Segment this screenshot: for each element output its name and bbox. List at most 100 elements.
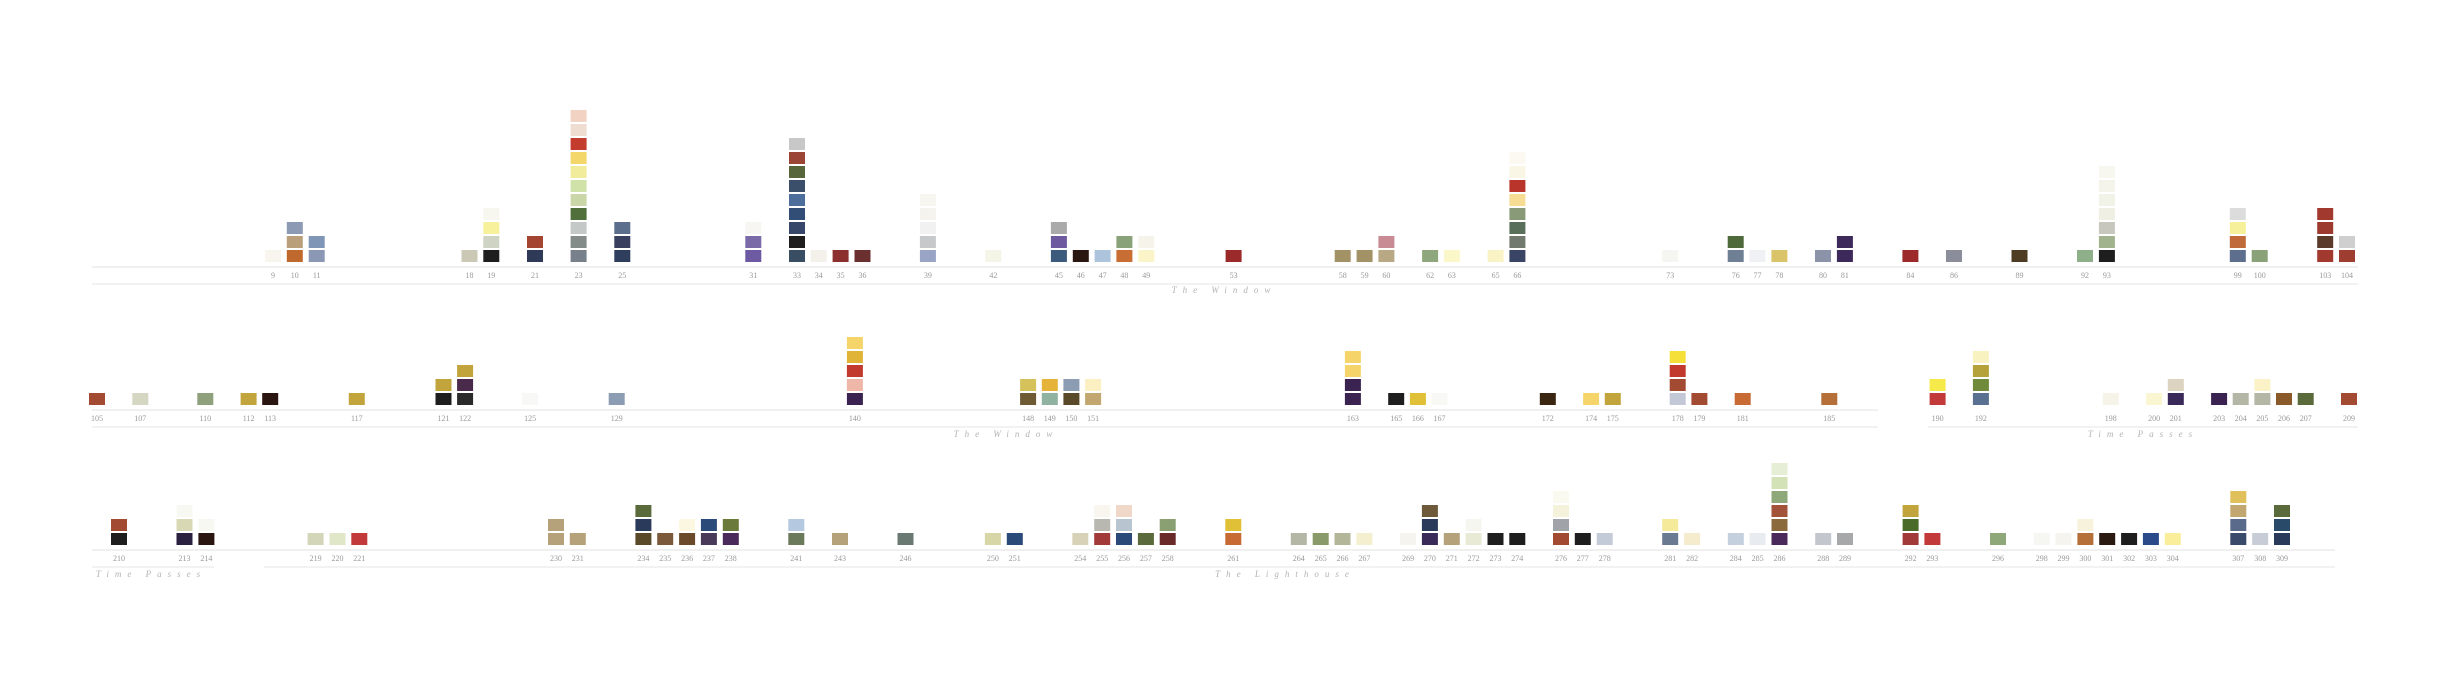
page-column-256: 256 (1116, 505, 1132, 563)
color-swatch (457, 365, 474, 377)
page-tick-label: 42 (989, 271, 997, 280)
page-column-278: 278 (1596, 533, 1613, 563)
page-tick-label: 236 (681, 554, 693, 563)
color-swatch (2098, 166, 2115, 178)
page-tick-label: 125 (524, 414, 536, 423)
color-swatch (1604, 393, 1621, 405)
color-swatch (789, 194, 805, 206)
color-swatch (1344, 379, 1361, 391)
page-column-214: 214 (198, 519, 215, 563)
color-swatch (1727, 533, 1744, 545)
color-swatch (570, 180, 587, 192)
page-tick-label: 60 (1382, 271, 1390, 280)
chart-row-2: 105 107 110 112 113 117 121 122 125 129 140 148 149 1… (89, 337, 2358, 439)
page-tick-label: 59 (1361, 271, 1369, 280)
page-tick-label: 292 (1905, 554, 1917, 563)
page-column-151: 151 (1085, 379, 1102, 423)
page-tick-label: 205 (2256, 414, 2268, 423)
color-swatch (2098, 222, 2115, 234)
page-column-296: 296 (1990, 533, 2006, 563)
page-column-58: 58 (1334, 250, 1351, 280)
color-swatch (1902, 533, 1919, 545)
color-swatch (570, 208, 587, 220)
page-column-122: 122 (457, 365, 474, 423)
page-column-121: 121 (435, 379, 452, 423)
section-label: The Lighthouse (1215, 569, 1355, 579)
color-swatch (329, 533, 346, 545)
color-swatch (919, 236, 936, 248)
page-tick-label: 264 (1293, 554, 1305, 563)
page-tick-label: 203 (2213, 414, 2225, 423)
page-tick-label: 23 (575, 271, 583, 280)
color-swatch (2276, 393, 2292, 405)
page-column-198: 198 (2102, 393, 2119, 423)
page-column-73: 73 (1662, 250, 1679, 280)
page-column-267: 267 (1356, 533, 1373, 563)
page-tick-label: 209 (2343, 414, 2355, 423)
page-column-78: 78 (1771, 250, 1788, 280)
page-column-33: 33 (789, 138, 805, 280)
color-swatch (1041, 379, 1058, 391)
color-swatch (570, 194, 587, 206)
color-swatch (2077, 250, 2093, 262)
color-swatch (846, 365, 863, 377)
color-swatch (457, 379, 474, 391)
color-swatch (570, 166, 587, 178)
color-swatch (1946, 250, 1962, 262)
page-tick-label: 46 (1077, 271, 1085, 280)
page-tick-label: 200 (2148, 414, 2160, 423)
color-swatch (548, 519, 564, 531)
color-swatch (1669, 351, 1686, 363)
color-swatch (1902, 250, 1919, 262)
color-swatch (286, 250, 303, 262)
color-swatch (1422, 250, 1439, 262)
page-column-277: 277 (1574, 533, 1591, 563)
page-column-31: 31 (745, 222, 762, 280)
page-column-181: 181 (1734, 393, 1751, 423)
color-swatch (1487, 533, 1504, 545)
color-swatch (1465, 533, 1482, 545)
color-swatch (1378, 236, 1395, 248)
color-swatch (1509, 166, 1526, 178)
color-swatch (1771, 533, 1788, 545)
color-swatch (1443, 533, 1460, 545)
color-swatch (1691, 393, 1708, 405)
color-swatch (854, 250, 871, 262)
page-tick-label: 45 (1055, 271, 1063, 280)
color-swatch (2229, 208, 2246, 220)
page-column-125: 125 (522, 393, 539, 423)
color-swatch (1929, 393, 1946, 405)
page-column-235: 235 (657, 533, 674, 563)
page-column-112: 112 (240, 393, 257, 423)
color-swatch (789, 180, 805, 192)
page-tick-label: 278 (1599, 554, 1611, 563)
color-swatch (2098, 250, 2115, 262)
color-swatch (1553, 533, 1569, 545)
chart-row-3: 210 213 214 219 220 221 230 231 234 235 236 237 238 2… (92, 463, 2335, 579)
page-column-179: 179 (1691, 393, 1708, 423)
color-swatch (1509, 222, 1526, 234)
color-swatch (789, 166, 805, 178)
page-column-204: 204 (2232, 393, 2249, 423)
color-swatch (1771, 463, 1788, 475)
page-tick-label: 251 (1009, 554, 1021, 563)
page-column-140: 140 (846, 337, 863, 423)
page-tick-label: 250 (987, 554, 999, 563)
color-swatch (789, 222, 805, 234)
color-swatch (789, 250, 805, 262)
page-tick-label: 104 (2341, 271, 2353, 280)
page-column-254: 254 (1072, 533, 1089, 563)
color-swatch (1972, 351, 1989, 363)
page-tick-label: 299 (2058, 554, 2070, 563)
page-tick-label: 63 (1448, 271, 1456, 280)
page-column-100: 100 (2251, 250, 2268, 280)
page-column-237: 237 (700, 519, 717, 563)
page-column-166: 166 (1409, 393, 1426, 423)
page-tick-label: 265 (1315, 554, 1327, 563)
page-column-104: 104 (2339, 236, 2355, 280)
page-tick-label: 256 (1118, 554, 1130, 563)
page-column-266: 266 (1334, 533, 1351, 563)
page-tick-label: 235 (659, 554, 671, 563)
color-swatch (197, 393, 214, 405)
page-column-258: 258 (1159, 519, 1176, 563)
